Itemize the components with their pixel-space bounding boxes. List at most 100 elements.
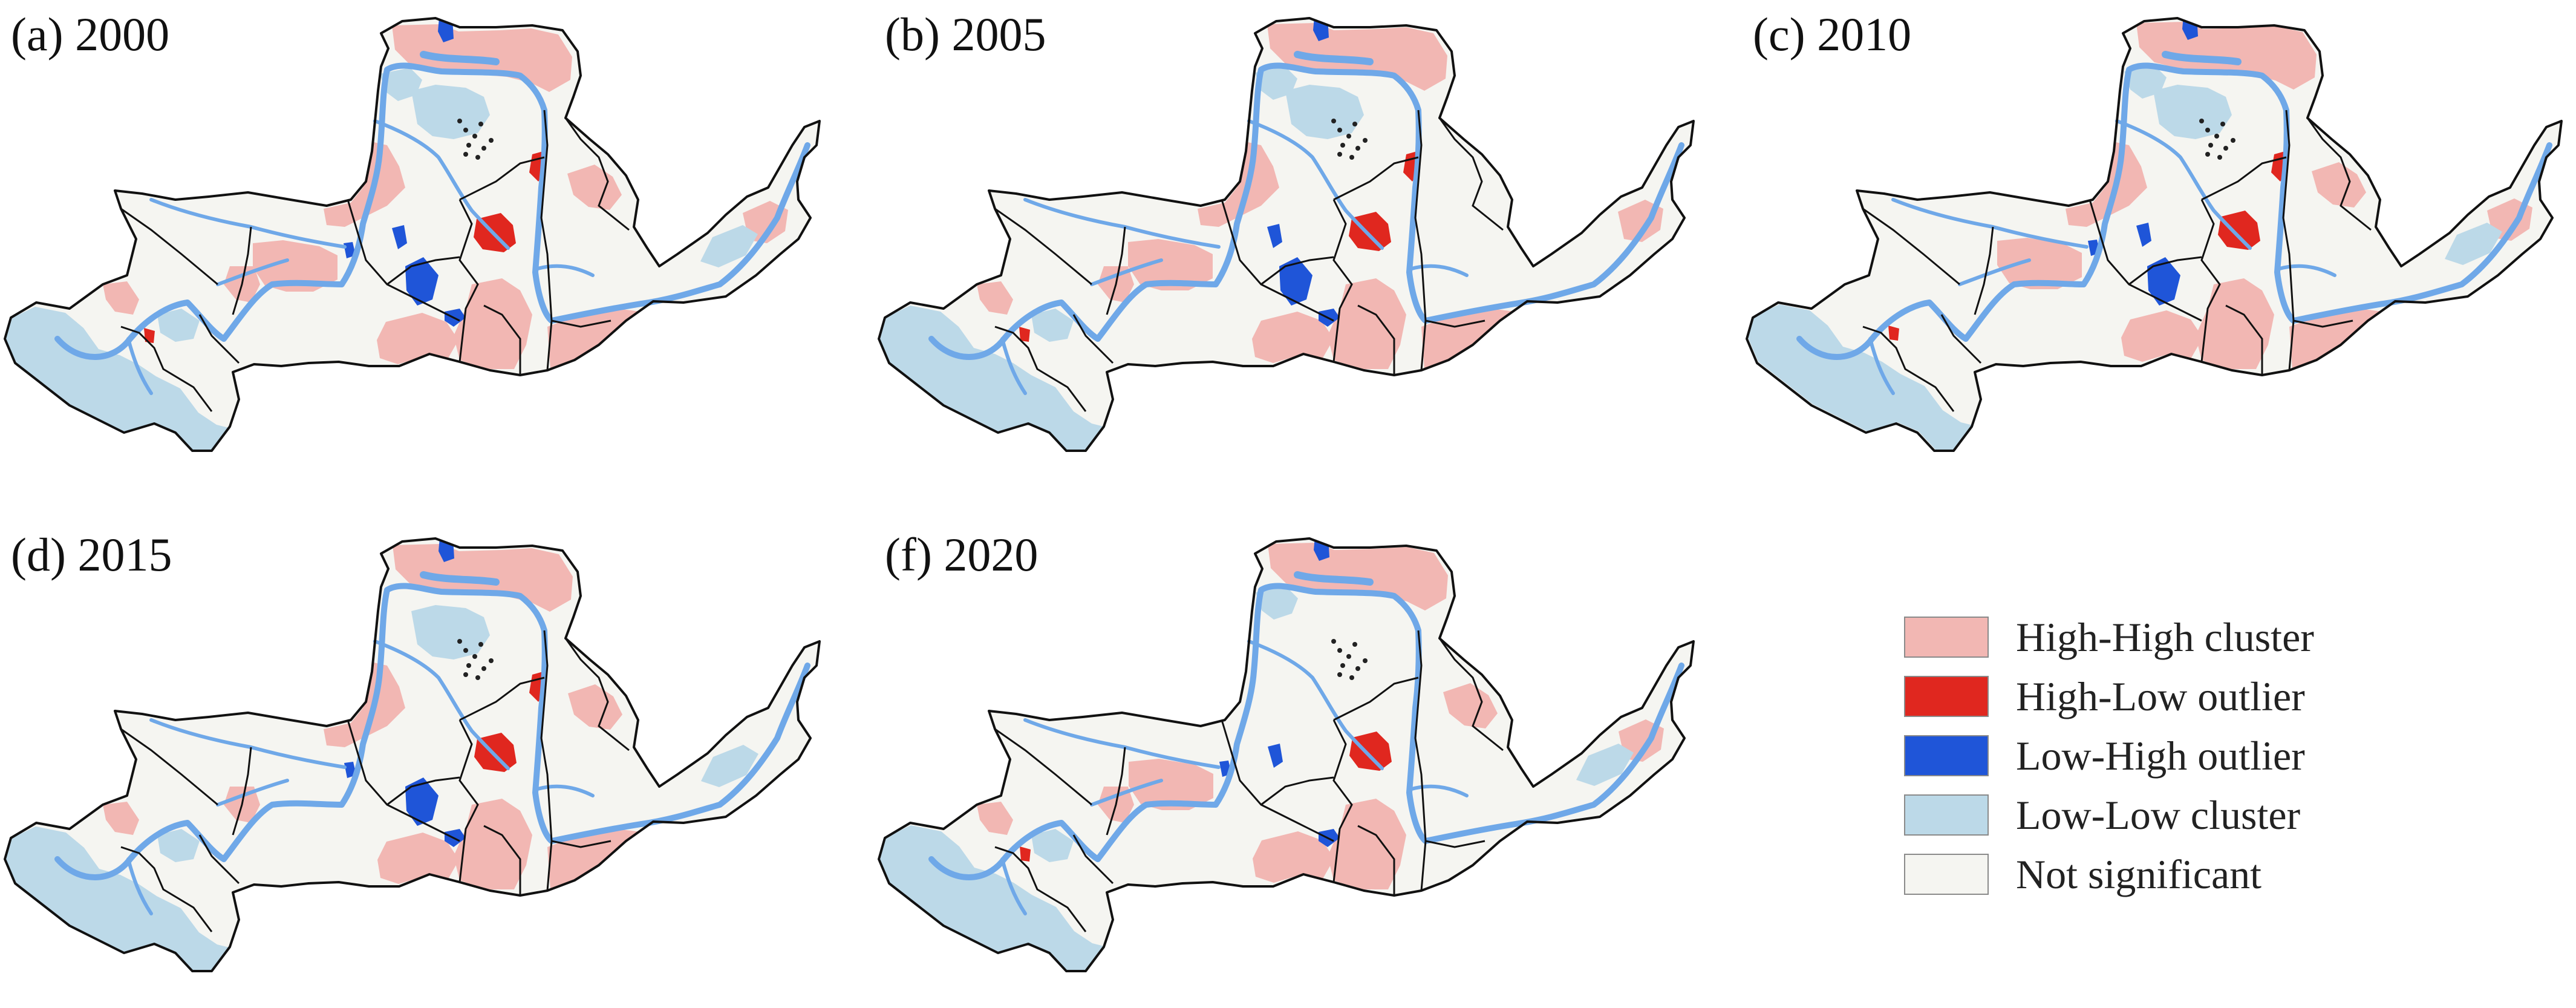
- cluster-regions: [5, 18, 788, 451]
- province-border: [1106, 747, 1126, 836]
- map-point: [475, 675, 480, 680]
- province-border: [347, 719, 460, 842]
- high-high-region: [2121, 310, 2203, 362]
- map-point: [463, 128, 468, 133]
- province-border: [551, 840, 611, 848]
- province-border: [1974, 226, 1994, 315]
- panel-title: (f) 2020: [885, 528, 1039, 581]
- province-border: [1260, 776, 1334, 806]
- map-point: [2205, 152, 2210, 157]
- low-high-region: [2136, 223, 2151, 247]
- province-border: [1438, 117, 1504, 231]
- map-point: [1349, 155, 1354, 160]
- province-border: [1425, 840, 1485, 848]
- province-border: [1438, 638, 1504, 751]
- province-border: [1332, 719, 1353, 883]
- map-panel-2020: (f) 2020: [874, 520, 1709, 980]
- map-panel-2005: (b) 2005: [874, 0, 1709, 460]
- map-point: [489, 138, 494, 143]
- high-high-region: [253, 240, 337, 292]
- tributary-line: [373, 119, 510, 250]
- high-high-region: [2136, 22, 2317, 90]
- legend-label: Low-Low cluster: [2016, 792, 2301, 838]
- province-border: [2128, 256, 2202, 286]
- province-border: [198, 314, 240, 364]
- high-high-region: [2196, 278, 2274, 369]
- map-point: [1363, 138, 1368, 143]
- high-high-region: [2312, 162, 2366, 208]
- map-point: [466, 663, 471, 668]
- province-border: [459, 156, 545, 201]
- map-point: [2217, 155, 2222, 160]
- basin-map: [878, 537, 1695, 972]
- legend-item-low-high: Low-High outlier: [1904, 733, 2539, 781]
- tributary-line: [533, 784, 595, 797]
- province-border: [2225, 304, 2263, 375]
- low-low-region: [1255, 67, 1297, 100]
- tributary-line: [1868, 337, 1895, 395]
- map-point: [457, 119, 462, 123]
- map-point: [1346, 654, 1351, 659]
- tributary-line: [216, 779, 289, 807]
- low-low-region: [157, 829, 200, 862]
- province-border: [994, 846, 1087, 932]
- province-border: [1425, 319, 1485, 328]
- map-point: [2223, 146, 2228, 151]
- province-border: [120, 846, 213, 932]
- low-high-region: [1268, 744, 1283, 768]
- map-point: [1352, 642, 1357, 647]
- tributary-line: [1958, 258, 2031, 286]
- map-point: [466, 143, 471, 148]
- legend-swatch: [1904, 735, 1989, 776]
- province-border: [120, 208, 218, 286]
- river-channel: [1294, 571, 1374, 586]
- legend-item-high-high: High-High cluster: [1904, 614, 2539, 663]
- basin-area: [879, 538, 1694, 971]
- legend-item-not-significant: Not significant: [1904, 851, 2539, 900]
- high-high-region: [547, 309, 641, 369]
- map-point: [1352, 122, 1357, 126]
- low-low-region: [700, 225, 758, 267]
- province-border: [1260, 256, 1334, 286]
- river-channel: [1294, 51, 1374, 65]
- map-point: [478, 122, 483, 126]
- province-border: [232, 226, 252, 315]
- legend-swatch: [1904, 794, 1989, 836]
- low-low-region: [2445, 223, 2502, 265]
- map-point: [1349, 675, 1354, 680]
- basin-outline: [4, 537, 821, 972]
- map-point: [463, 152, 468, 157]
- province-border: [347, 199, 460, 322]
- high-low-region: [2218, 211, 2260, 250]
- map-legend: High-High cluster High-Low outlier Low-H…: [1904, 614, 2539, 917]
- map-point: [481, 146, 486, 151]
- basin-outline: [4, 17, 821, 452]
- province-border: [1332, 199, 1353, 362]
- legend-label: High-High cluster: [2016, 614, 2314, 660]
- province-border: [458, 199, 479, 362]
- low-low-region: [2124, 65, 2167, 99]
- province-border: [1221, 719, 1334, 842]
- panel-title: (c) 2010: [1753, 8, 1912, 61]
- map-point: [481, 666, 486, 671]
- tributary-line: [1023, 198, 1221, 249]
- province-border: [2089, 199, 2202, 322]
- high-high-region: [568, 684, 622, 730]
- basin-outline: [878, 17, 1695, 452]
- map-point: [472, 654, 477, 659]
- high-high-region: [1129, 759, 1213, 810]
- tributary-line: [1247, 119, 1384, 250]
- high-high-region: [1253, 831, 1334, 883]
- map-point: [2205, 128, 2210, 133]
- map-point: [1331, 639, 1336, 644]
- panel-title: (a) 2000: [11, 8, 170, 61]
- province-border: [994, 208, 1092, 286]
- tributary-line: [126, 337, 153, 395]
- legend-label: Not significant: [2016, 851, 2262, 897]
- high-low-region: [1349, 731, 1392, 771]
- tributary-line: [533, 264, 595, 277]
- high-high-region: [1328, 799, 1406, 889]
- basin-area: [5, 18, 820, 451]
- province-border: [483, 825, 521, 895]
- province-border: [564, 638, 630, 751]
